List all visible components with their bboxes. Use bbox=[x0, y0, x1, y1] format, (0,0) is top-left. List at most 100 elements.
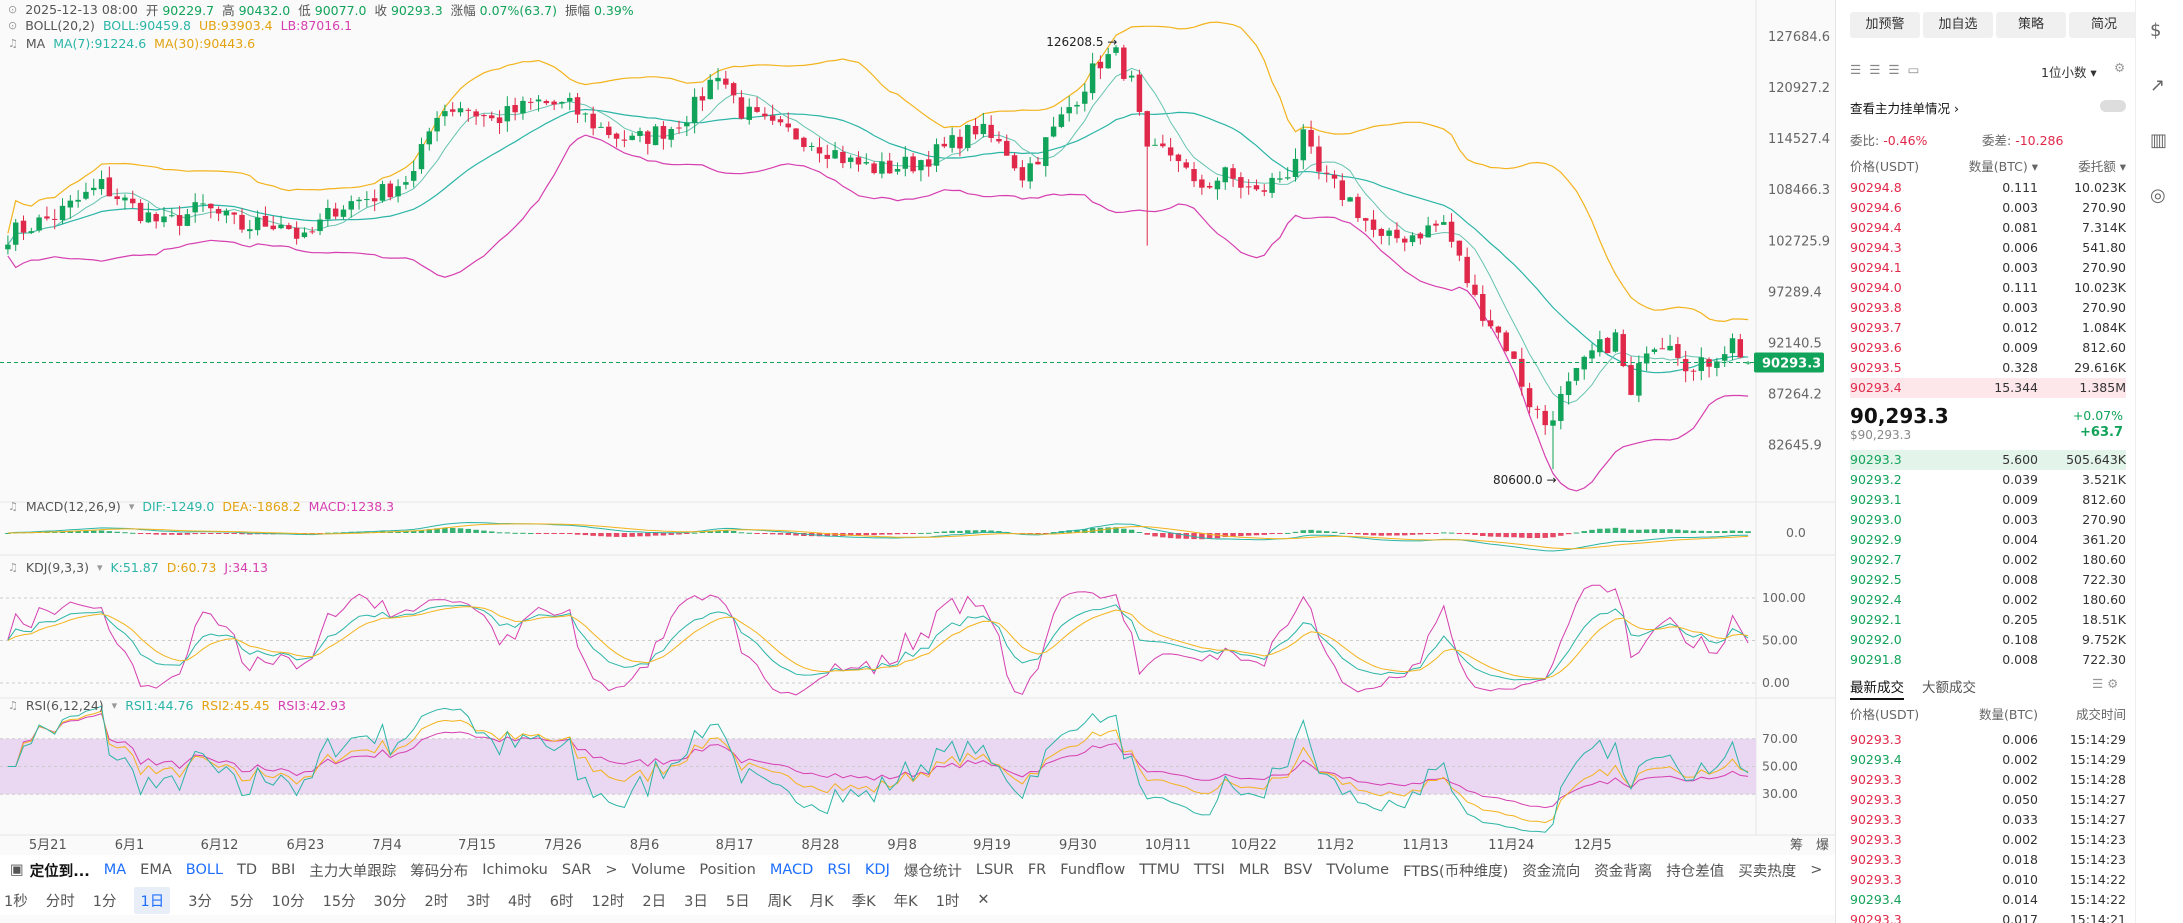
dropdown-icon[interactable]: ▾ bbox=[96, 561, 103, 574]
big-orders-toggle[interactable] bbox=[2100, 100, 2126, 112]
panel-button-0[interactable]: 加预警 bbox=[1850, 12, 1920, 38]
bell-icon[interactable]: ♫ bbox=[8, 37, 18, 50]
ask-row[interactable]: 90294.1 0.003 270.90 bbox=[1850, 260, 2126, 275]
rsi-name[interactable]: RSI(6,12,24) bbox=[25, 698, 104, 713]
bid-row[interactable]: 90292.4 0.002 180.60 bbox=[1850, 592, 2126, 607]
indicator-0[interactable]: MA bbox=[103, 862, 127, 878]
bid-row[interactable]: 90293.1 0.009 812.60 bbox=[1850, 492, 2126, 507]
indicator-23[interactable]: TVolume bbox=[1326, 862, 1390, 878]
timeframe-19[interactable]: 季K bbox=[851, 893, 876, 910]
panel-button-3[interactable]: 简况 bbox=[2069, 12, 2135, 38]
kline-chart-area[interactable]: 127684.6 120927.2 114527.4 108466.3 102725.9… bbox=[0, 0, 1835, 923]
tab-large-trades[interactable]: 大额成交 bbox=[1922, 680, 1976, 696]
ask-row[interactable]: 90293.7 0.012 1.084K bbox=[1850, 320, 2126, 335]
indicator-14[interactable]: KDJ bbox=[864, 862, 890, 878]
indicator-21[interactable]: MLR bbox=[1238, 862, 1270, 878]
trend-chart-icon[interactable]: ↗ bbox=[2150, 75, 2166, 96]
timeframe-21[interactable]: 1时 bbox=[935, 893, 960, 910]
ask-row[interactable]: 90293.4 15.344 1.385M bbox=[1850, 378, 2126, 398]
signal-icon[interactable]: ◎ bbox=[2150, 185, 2166, 206]
indicator-8[interactable]: SAR bbox=[561, 862, 592, 878]
bid-row[interactable]: 90293.0 0.003 270.90 bbox=[1850, 512, 2126, 527]
ask-row[interactable]: 90293.6 0.009 812.60 bbox=[1850, 340, 2126, 355]
ask-row[interactable]: 90294.6 0.003 270.90 bbox=[1850, 200, 2126, 215]
indicator-5[interactable]: 主力大单跟踪 bbox=[309, 863, 397, 880]
bid-row[interactable]: 90292.0 0.108 9.752K bbox=[1850, 632, 2126, 647]
dropdown-icon[interactable]: ▾ bbox=[111, 699, 118, 712]
indicator-28[interactable]: 买卖热度 bbox=[1738, 863, 1797, 880]
timeframe-18[interactable]: 月K bbox=[809, 893, 834, 910]
goto-date-button[interactable]: 定位到... bbox=[29, 863, 90, 880]
timeframe-9[interactable]: 2时 bbox=[424, 893, 449, 910]
timeframe-13[interactable]: 12时 bbox=[591, 893, 625, 910]
bell-icon[interactable]: ♫ bbox=[8, 699, 18, 712]
macd-name[interactable]: MACD(12,26,9) bbox=[25, 499, 121, 514]
ask-row[interactable]: 90294.8 0.111 10.023K bbox=[1850, 180, 2126, 195]
indicator-29[interactable]: > bbox=[1810, 862, 1823, 878]
timeframe-16[interactable]: 5日 bbox=[725, 893, 750, 910]
timeframe-22[interactable]: ✕ bbox=[977, 892, 990, 908]
timeframe-17[interactable]: 周K bbox=[767, 893, 792, 910]
timeframe-0[interactable]: 1秒 bbox=[4, 893, 28, 910]
indicator-20[interactable]: TTSI bbox=[1193, 862, 1225, 878]
collapse-icon[interactable]: ⊙ bbox=[8, 3, 18, 16]
indicator-25[interactable]: 资金流向 bbox=[1522, 863, 1581, 880]
timeframe-10[interactable]: 3时 bbox=[466, 893, 490, 910]
timeframe-1[interactable]: 分时 bbox=[45, 893, 75, 910]
indicator-9[interactable]: > bbox=[605, 862, 618, 878]
timeframe-20[interactable]: 年K bbox=[893, 893, 918, 910]
bid-row[interactable]: 90292.7 0.002 180.60 bbox=[1850, 552, 2126, 567]
bell-icon[interactable]: ♫ bbox=[8, 500, 18, 513]
timeframe-5[interactable]: 5分 bbox=[229, 893, 254, 910]
indicator-13[interactable]: RSI bbox=[827, 862, 851, 878]
collapse-icon[interactable]: ⊙ bbox=[8, 19, 18, 32]
dropdown-icon[interactable]: ▾ bbox=[128, 500, 135, 513]
indicator-27[interactable]: 持仓差值 bbox=[1666, 863, 1725, 880]
timeframe-2[interactable]: 1分 bbox=[92, 893, 117, 910]
bid-row[interactable]: 90292.9 0.004 361.20 bbox=[1850, 532, 2126, 547]
timeframe-12[interactable]: 6时 bbox=[549, 893, 574, 910]
indicator-26[interactable]: 资金背离 bbox=[1594, 863, 1653, 880]
timeframe-4[interactable]: 3分 bbox=[188, 893, 212, 910]
indicator-17[interactable]: FR bbox=[1027, 862, 1047, 878]
ask-row[interactable]: 90294.0 0.111 10.023K bbox=[1850, 280, 2126, 295]
ask-row[interactable]: 90293.5 0.328 29.616K bbox=[1850, 360, 2126, 375]
big-orders-link[interactable]: 查看主力挂单情况 › bbox=[1850, 101, 1959, 116]
precision-select[interactable]: 1位小数 ▾ bbox=[2041, 65, 2097, 80]
indicator-7[interactable]: Ichimoku bbox=[482, 862, 548, 878]
kline-chart-svg[interactable]: 127684.6 120927.2 114527.4 108466.3 102725.9… bbox=[0, 0, 1835, 855]
timeframe-14[interactable]: 2日 bbox=[642, 893, 667, 910]
bid-row[interactable]: 90293.3 5.600 505.643K bbox=[1850, 450, 2126, 470]
indicator-1[interactable]: EMA bbox=[140, 862, 172, 878]
timeframe-11[interactable]: 4时 bbox=[508, 893, 532, 910]
indicator-16[interactable]: LSUR bbox=[975, 862, 1014, 878]
indicator-22[interactable]: BSV bbox=[1283, 862, 1313, 878]
kdj-name[interactable]: KDJ(9,3,3) bbox=[25, 560, 89, 575]
indicator-4[interactable]: BBI bbox=[271, 862, 296, 878]
calendar-icon[interactable]: ▣ bbox=[10, 862, 24, 878]
indicator-2[interactable]: BOLL bbox=[185, 862, 224, 878]
bar-chart-icon[interactable]: ▥ bbox=[2150, 130, 2168, 151]
bell-icon[interactable]: ♫ bbox=[8, 561, 18, 574]
indicator-6[interactable]: 筹码分布 bbox=[410, 863, 469, 880]
panel-button-1[interactable]: 加自选 bbox=[1923, 12, 1993, 38]
ask-row[interactable]: 90293.8 0.003 270.90 bbox=[1850, 300, 2126, 315]
ask-row[interactable]: 90294.4 0.081 7.314K bbox=[1850, 220, 2126, 235]
indicator-3[interactable]: TD bbox=[237, 862, 258, 878]
boll-name[interactable]: BOLL(20,2) bbox=[25, 18, 95, 33]
indicator-19[interactable]: TTMU bbox=[1139, 862, 1180, 878]
bid-row[interactable]: 90293.2 0.039 3.521K bbox=[1850, 472, 2126, 487]
timeframe-6[interactable]: 10分 bbox=[271, 893, 305, 910]
tab-latest-trades[interactable]: 最新成交 bbox=[1850, 676, 1904, 700]
timeframe-7[interactable]: 15分 bbox=[322, 893, 356, 910]
ask-row[interactable]: 90294.3 0.006 541.80 bbox=[1850, 240, 2126, 255]
timeframe-3[interactable]: 1日 bbox=[134, 886, 171, 914]
bid-row[interactable]: 90292.1 0.205 18.51K bbox=[1850, 612, 2126, 627]
indicator-24[interactable]: FTBS(币种维度) bbox=[1403, 863, 1509, 880]
indicator-18[interactable]: Fundflow bbox=[1060, 862, 1126, 878]
ma-name[interactable]: MA bbox=[25, 36, 46, 51]
indicator-12[interactable]: MACD bbox=[769, 862, 814, 878]
bid-row[interactable]: 90292.5 0.008 722.30 bbox=[1850, 572, 2126, 587]
dollar-icon[interactable]: $ bbox=[2150, 20, 2162, 41]
timeframe-8[interactable]: 30分 bbox=[373, 893, 407, 910]
